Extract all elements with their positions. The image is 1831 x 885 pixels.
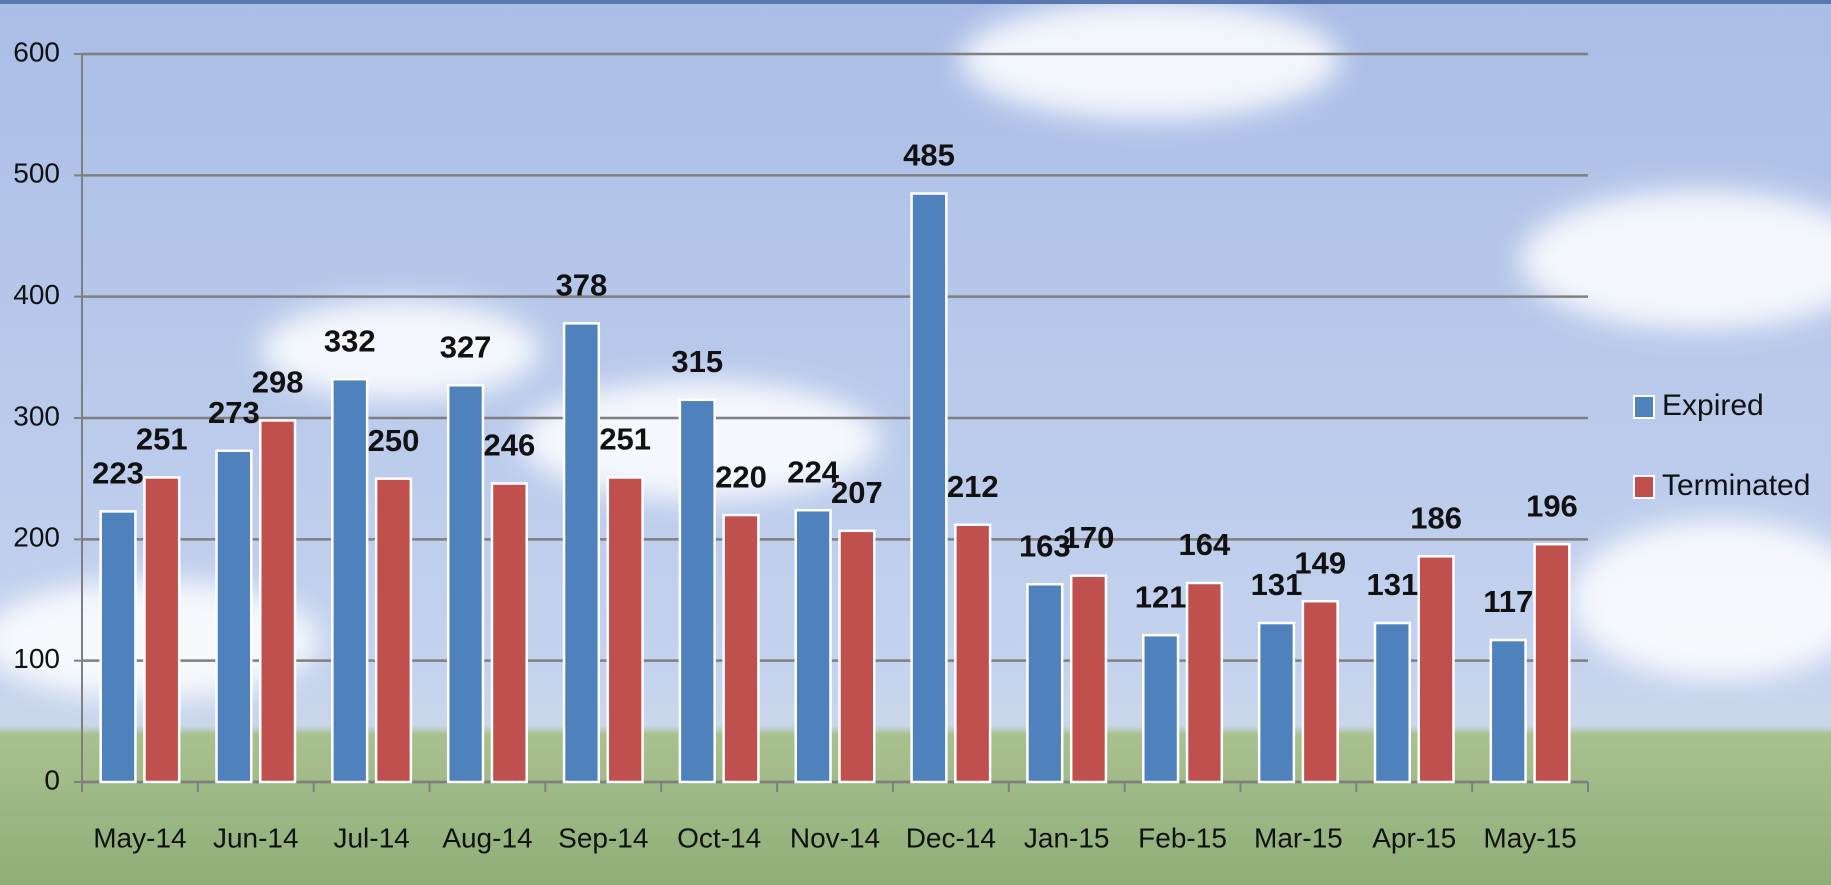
value-label: 224 <box>787 454 839 489</box>
legend-label: Terminated <box>1662 469 1810 502</box>
top-border <box>0 0 1831 4</box>
x-tick-label: Feb-15 <box>1138 822 1227 853</box>
value-label: 117 <box>1483 584 1533 619</box>
x-tick-label: Sep-14 <box>558 822 648 853</box>
y-tick-label: 0 <box>44 764 60 795</box>
value-label: 378 <box>556 268 608 303</box>
bar <box>794 508 832 784</box>
bar <box>1373 621 1411 784</box>
y-tick-label: 600 <box>13 36 60 67</box>
y-tick-label: 200 <box>13 522 60 553</box>
value-label: 149 <box>1294 545 1346 580</box>
bar <box>562 322 601 784</box>
value-label: 332 <box>324 323 376 358</box>
bar <box>722 513 760 784</box>
value-label: 251 <box>599 422 651 457</box>
bar <box>910 192 948 784</box>
bar <box>678 398 716 784</box>
x-tick-label: May-14 <box>93 822 186 853</box>
x-tick-label: Apr-15 <box>1372 822 1456 853</box>
value-label: 212 <box>947 469 999 504</box>
y-tick-label: 100 <box>13 643 60 674</box>
value-label: 164 <box>1179 527 1231 562</box>
x-tick-label: May-15 <box>1483 822 1576 853</box>
legend-swatch <box>1633 395 1655 419</box>
legend-swatch <box>1633 475 1655 499</box>
bar <box>1257 621 1296 784</box>
bar <box>1185 581 1224 784</box>
value-label: 131 <box>1251 567 1303 602</box>
value-label: 186 <box>1410 501 1462 536</box>
bar <box>215 449 253 784</box>
x-tick-label: Jul-14 <box>333 822 409 853</box>
value-label: 196 <box>1526 488 1578 523</box>
y-tick-label: 400 <box>13 279 60 310</box>
value-label: 131 <box>1366 567 1418 602</box>
bar <box>259 419 297 784</box>
bar <box>374 477 413 784</box>
value-label: 251 <box>136 422 188 457</box>
bar <box>1301 599 1339 784</box>
value-label: 220 <box>715 459 767 494</box>
x-tick-label: Jun-14 <box>213 822 299 853</box>
bar <box>1417 555 1455 784</box>
value-label: 298 <box>252 365 304 400</box>
x-tick-label: Jan-15 <box>1024 822 1110 853</box>
bar <box>954 523 992 784</box>
bar <box>1533 542 1571 784</box>
y-tick-label: 500 <box>13 158 60 189</box>
value-label: 207 <box>831 475 883 510</box>
bar <box>99 510 137 784</box>
value-label: 170 <box>1063 520 1115 555</box>
value-label: 250 <box>368 423 420 458</box>
value-label: 485 <box>903 138 955 173</box>
x-tick-label: Dec-14 <box>906 822 996 853</box>
bar <box>1489 638 1527 784</box>
x-tick-label: Aug-14 <box>442 822 532 853</box>
value-label: 273 <box>208 395 260 430</box>
value-label: 315 <box>671 344 723 379</box>
value-label: 121 <box>1135 579 1187 614</box>
bar <box>1026 582 1064 784</box>
x-tick-label: Mar-15 <box>1254 822 1343 853</box>
value-label: 246 <box>483 428 535 463</box>
y-tick-label: 300 <box>13 400 60 431</box>
bar <box>606 476 644 784</box>
value-label: 327 <box>440 329 492 364</box>
x-tick-label: Oct-14 <box>677 822 761 853</box>
bar <box>490 482 528 784</box>
bar <box>838 529 876 784</box>
x-tick-label: Nov-14 <box>790 822 880 853</box>
value-label: 223 <box>92 456 144 491</box>
bar <box>331 377 369 784</box>
value-label: 163 <box>1019 528 1071 563</box>
legend-label: Expired <box>1662 389 1764 422</box>
bar <box>1142 633 1180 784</box>
bar <box>446 383 485 784</box>
bar <box>143 476 181 784</box>
bar <box>1069 574 1108 784</box>
